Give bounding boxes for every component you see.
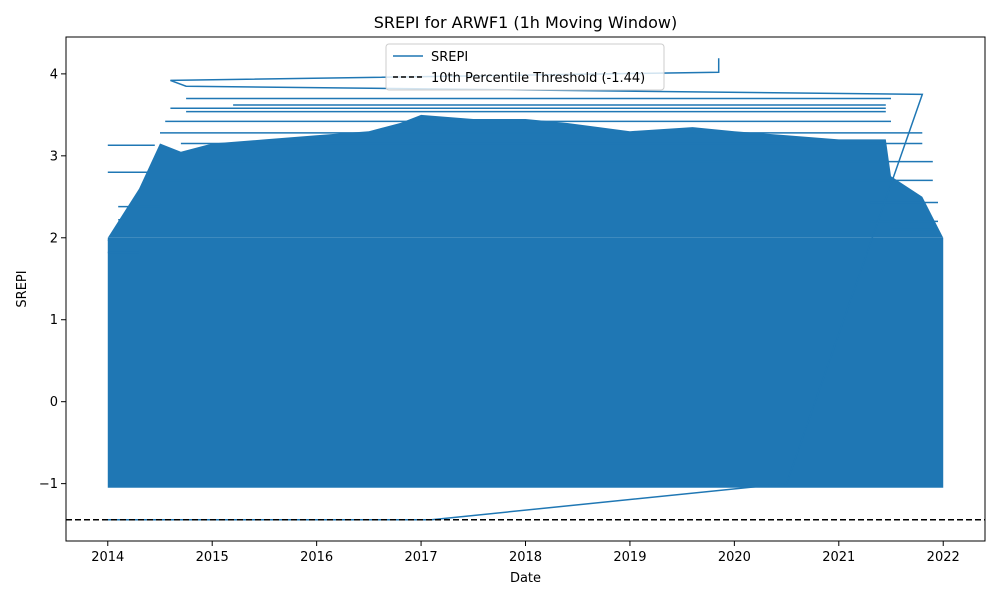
x-tick-label: 2015: [196, 550, 229, 565]
srepi-dense-band: [107, 237, 944, 488]
srepi-dense-envelope: [107, 114, 944, 238]
x-axis-title: Date: [510, 571, 541, 586]
x-tick-label: 2014: [91, 550, 124, 565]
y-tick-label: 3: [50, 149, 58, 164]
x-tick-label: 2022: [927, 550, 960, 565]
chart-title: SREPI for ARWF1 (1h Moving Window): [374, 13, 678, 32]
legend-threshold-label: 10th Percentile Threshold (-1.44): [431, 71, 645, 86]
legend-srepi-label: SREPI: [431, 50, 468, 65]
x-tick-label: 2017: [405, 550, 438, 565]
x-tick-label: 2021: [822, 550, 855, 565]
x-tick-label: 2018: [509, 550, 542, 565]
x-tick-label: 2019: [613, 550, 646, 565]
x-axis: 2014 2015 2016 2017 2018 2019 2020 2021 2022: [91, 541, 960, 565]
y-axis-title: SREPI: [15, 270, 30, 307]
x-tick-label: 2020: [718, 550, 751, 565]
y-tick-label: 4: [50, 67, 58, 82]
plot-area: [66, 58, 985, 521]
x-tick-label: 2016: [300, 550, 333, 565]
y-tick-label: −1: [39, 477, 58, 492]
y-tick-label: 0: [50, 395, 58, 410]
y-axis: −1 0 1 2 3 4: [39, 67, 66, 492]
y-tick-label: 2: [50, 231, 58, 246]
legend-box: [385, 43, 665, 91]
legend: SREPI 10th Percentile Threshold (-1.44): [385, 43, 665, 91]
y-tick-label: 1: [50, 313, 58, 328]
